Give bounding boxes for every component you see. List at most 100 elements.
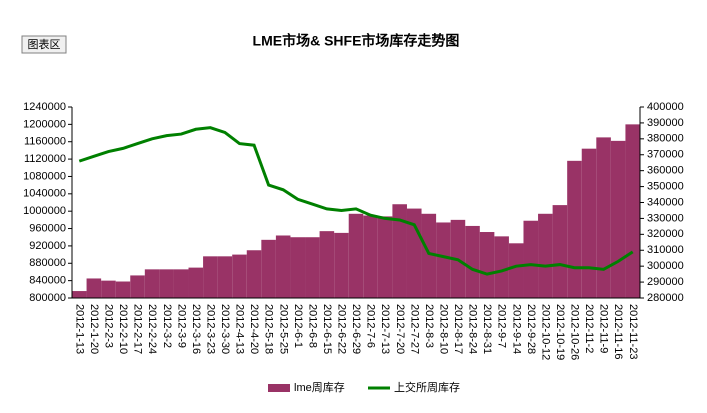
bar (465, 225, 480, 298)
x-tick-label: 2012-3-2 (161, 304, 173, 348)
y2-tick-label: 320000 (647, 228, 684, 240)
x-tick-label: 2012-1-20 (88, 304, 100, 354)
x-tick-label: 2012-9-28 (525, 304, 537, 354)
x-tick-label: 2012-8-17 (452, 304, 464, 354)
bar (348, 213, 364, 298)
bar (290, 237, 306, 298)
bar (159, 269, 174, 298)
y2-tick-label: 340000 (647, 196, 684, 208)
bar (610, 140, 626, 298)
x-tick-label: 2012-10-26 (569, 304, 581, 360)
x-tick-label: 2012-6-29 (350, 304, 362, 354)
bar (188, 267, 204, 298)
y-tick-label: 1000000 (23, 205, 66, 217)
x-tick-label: 2012-9-14 (510, 304, 522, 354)
x-tick-label: 2012-6-22 (336, 304, 348, 354)
bar (101, 280, 116, 298)
x-tick-label: 2012-8-10 (437, 304, 449, 354)
bar (552, 205, 568, 298)
x-tick-label: 2012-7-6 (365, 304, 377, 348)
x-tick-label: 2012-9-7 (496, 304, 508, 348)
bar (203, 256, 218, 298)
y2-tick-label: 380000 (647, 133, 684, 145)
x-tick-label: 2012-4-13 (234, 304, 246, 354)
y-tick-label: 1080000 (23, 170, 66, 182)
x-tick-label: 2012-3-23 (204, 304, 216, 354)
x-tick-label: 2012-3-9 (175, 304, 187, 348)
x-tick-label: 2012-6-1 (292, 304, 304, 348)
y-tick-label: 960000 (29, 222, 66, 234)
x-tick-label: 2012-8-31 (481, 304, 493, 354)
bar (305, 237, 320, 298)
bar (479, 232, 495, 298)
x-tick-label: 2012-11-2 (583, 304, 595, 353)
x-tick-label: 2012-7-13 (379, 304, 391, 354)
x-tick-label: 2012-10-19 (554, 304, 566, 360)
x-tick-label: 2012-6-8 (306, 304, 318, 348)
legend-label: 上交所周库存 (394, 380, 460, 394)
bar (523, 220, 539, 298)
bar (144, 269, 160, 298)
y2-tick-label: 390000 (647, 117, 684, 129)
x-tick-label: 2012-11-9 (598, 304, 610, 353)
x-tick-label: 2012-5-18 (263, 304, 275, 354)
y-tick-label: 1240000 (23, 101, 66, 113)
bar (232, 254, 247, 298)
bar (217, 256, 233, 298)
bar (115, 281, 131, 298)
y2-tick-label: 330000 (647, 212, 684, 224)
bar (173, 269, 189, 298)
bar (72, 291, 87, 298)
bar (436, 222, 451, 298)
x-tick-label: 2012-7-20 (394, 304, 406, 354)
bar (625, 124, 640, 298)
x-tick-label: 2012-11-16 (612, 304, 624, 359)
x-tick-label: 2012-3-30 (219, 304, 231, 354)
x-tick-label: 2012-3-16 (190, 304, 202, 354)
chart-title: LME市场& SHFE市场库存走势图 (253, 33, 460, 49)
x-tick-label: 2012-6-15 (321, 304, 333, 354)
bar (130, 275, 145, 298)
bar (261, 239, 276, 298)
button-label[interactable]: 图表区 (28, 37, 61, 51)
y2-tick-label: 300000 (647, 260, 684, 272)
x-tick-label: 2012-2-10 (117, 304, 129, 354)
bar (421, 213, 437, 298)
y-tick-label: 1120000 (24, 153, 66, 165)
x-tick-label: 2012-2-24 (146, 304, 158, 354)
legend-swatch (268, 384, 290, 392)
y2-tick-label: 350000 (647, 180, 684, 192)
bar (319, 231, 335, 298)
bar (567, 160, 582, 298)
bar (377, 216, 393, 298)
x-tick-label: 2012-8-24 (467, 304, 479, 354)
bar (334, 232, 349, 298)
y-tick-label: 1160000 (24, 136, 66, 148)
y2-tick-label: 310000 (647, 244, 684, 256)
bar (508, 243, 524, 298)
x-tick-label: 2012-2-17 (132, 304, 144, 354)
x-tick-label: 2012-10-12 (539, 304, 551, 360)
bar (494, 236, 509, 298)
line-series (78, 126, 634, 276)
y-tick-label: 1040000 (23, 188, 66, 200)
chart-area-button[interactable] (21, 35, 67, 54)
legend-label: lme周库存 (294, 380, 345, 394)
y2-tick-label: 360000 (647, 165, 684, 177)
y-tick-label: 1200000 (23, 118, 66, 130)
y2-tick-label: 290000 (647, 276, 684, 288)
bar (581, 148, 597, 298)
x-tick-label: 2012-1-13 (73, 304, 85, 354)
bar (392, 204, 407, 298)
y2-tick-label: 280000 (647, 292, 684, 304)
x-tick-label: 2012-5-25 (277, 304, 289, 354)
x-tick-label: 2012-2-3 (103, 304, 115, 348)
bar (86, 278, 102, 298)
y2-tick-label: 370000 (647, 149, 684, 161)
bar (275, 235, 291, 298)
y-tick-label: 880000 (29, 257, 66, 269)
bar (538, 213, 553, 298)
x-tick-label: 2012-4-20 (248, 304, 260, 354)
x-tick-label: 2012-8-3 (423, 304, 435, 348)
